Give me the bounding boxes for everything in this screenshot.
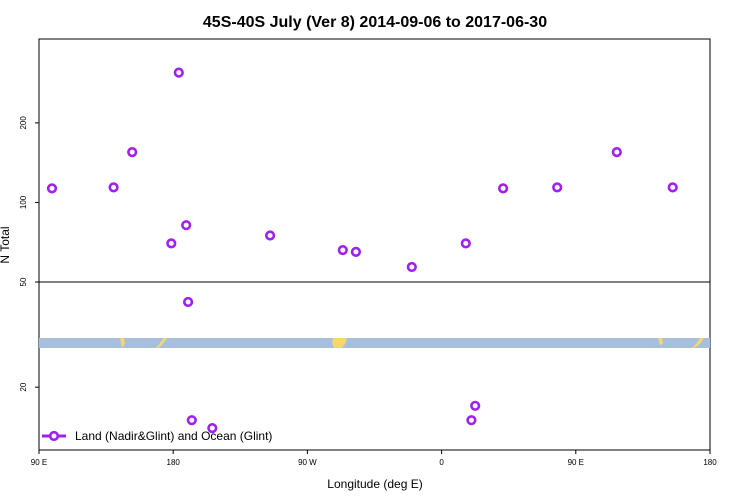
x-tick-label: 0 [439,458,444,467]
y-axis-label: N Total [0,226,12,263]
data-point [46,183,58,194]
data-point [127,147,138,158]
data-point [552,182,563,193]
x-tick-label: 90 E [568,458,584,467]
y-tick-label: 20 [19,382,28,391]
data-points [46,67,678,434]
chart-title: 45S-40S July (Ver 8) 2014-09-06 to 2017-… [203,14,547,31]
data-point [183,296,194,308]
data-point [350,246,362,257]
x-axis-label: Longitude (deg E) [327,477,422,491]
data-point [460,238,471,249]
map-land-patagonia [332,338,347,348]
data-point [498,183,509,194]
data-point [186,415,197,426]
data-point [181,220,192,231]
data-point [166,238,177,249]
y-tick-label: 50 [19,277,28,286]
x-tick-label: 90 W [298,458,317,467]
x-axis: 90 E 180 90 W 0 90 E 180 [31,450,717,467]
data-point [466,415,477,426]
data-point [265,230,276,241]
data-point [406,261,417,273]
plot-frame [38,38,711,451]
map-land-nz-2 [156,338,167,348]
data-point [173,67,184,78]
y-tick-label: 100 [19,195,28,209]
legend-marker [48,430,60,442]
data-point [337,245,348,256]
x-tick-label: 90 E [31,458,47,467]
data-point [667,182,678,193]
x-tick-label: 180 [703,458,717,467]
x-tick-label: 180 [167,458,181,467]
legend-label: Land (Nadir&Glint) and Ocean (Glint) [75,429,272,443]
y-axis: 20 50 100 200 [19,116,39,392]
map-land-nz-1 [120,338,125,348]
y-tick-label: 200 [19,116,28,130]
data-point [108,182,119,193]
data-point [611,147,622,158]
data-point [207,423,218,434]
map-strip [39,338,710,348]
map-land-nz-4 [692,338,704,348]
map-ocean-band [39,338,710,348]
legend: Land (Nadir&Glint) and Ocean (Glint) [42,429,272,443]
map-land-nz-3 [658,338,663,345]
data-point [470,400,481,411]
